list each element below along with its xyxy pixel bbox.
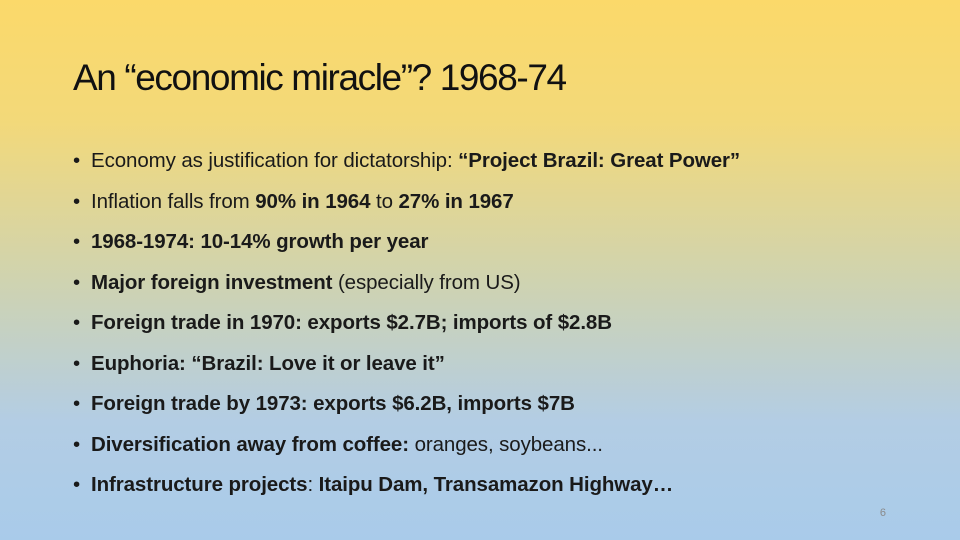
bullet-list: • Economy as justification for dictatorsh…	[73, 148, 833, 513]
bullet-glyph: •	[73, 392, 81, 415]
bullet-item: • Major foreign investment (especially fr…	[73, 270, 833, 295]
bullet-text-bold: Foreign trade by 1973: exports $6.2B, im…	[91, 392, 575, 415]
bullet-text-bold: 1968-1974: 10-14% growth per year	[91, 230, 429, 253]
bullet-item: • Inflation falls from 90% in 1964 to 27%…	[73, 189, 833, 214]
bullet-text: to	[370, 189, 399, 213]
bullet-glyph: •	[73, 432, 81, 456]
bullet-text-bold: Major foreign investment	[91, 270, 333, 294]
bullet-glyph: •	[73, 189, 81, 213]
bullet-glyph: •	[73, 311, 81, 334]
bullet-text-bold: Itaipu Dam, Transamazon Highway…	[318, 473, 674, 496]
bullet-text-bold: Infrastructure projects	[91, 473, 308, 496]
bullet-glyph: •	[73, 351, 81, 375]
bullet-text-bold: Foreign trade in 1970: exports $2.7B; im…	[91, 311, 612, 334]
bullet-text-bold: Euphoria: “Brazil: Love it or leave it”	[91, 351, 445, 375]
bullet-glyph: •	[73, 270, 81, 294]
slide-title: An “economic miracle”? 1968-74	[73, 57, 567, 98]
bullet-text-bold: “Project Brazil: Great Power”	[458, 149, 741, 172]
bullet-text: :	[307, 473, 319, 496]
bullet-item: • Infrastructure projects: Itaipu Dam, Tr…	[73, 472, 833, 497]
slide-number: 6	[879, 507, 886, 519]
bullet-glyph: •	[73, 473, 81, 496]
bullet-item: • Foreign trade in 1970: exports $2.7B; i…	[73, 310, 833, 335]
bullet-text-bold: 27% in 1967	[398, 189, 514, 213]
bullet-text: (especially from US)	[332, 270, 521, 294]
bullet-text: Inflation falls from	[91, 189, 256, 213]
bullet-item: • 1968-1974: 10-14% growth per year	[73, 229, 833, 254]
bullet-item: • Diversification away from coffee: orang…	[73, 432, 833, 457]
bullet-item: • Foreign trade by 1973: exports $6.2B, i…	[73, 391, 833, 416]
bullet-text: oranges, soybeans...	[408, 432, 603, 456]
bullet-item: • Economy as justification for dictatorsh…	[73, 148, 833, 173]
bullet-text-bold: 90% in 1964	[255, 189, 371, 213]
bullet-item: • Euphoria: “Brazil: Love it or leave it”	[73, 351, 833, 376]
bullet-text: Economy as justification for dictatorshi…	[91, 149, 459, 172]
bullet-text-bold: Diversification away from coffee:	[91, 432, 409, 456]
bullet-glyph: •	[73, 149, 81, 172]
bullet-glyph: •	[73, 230, 81, 253]
